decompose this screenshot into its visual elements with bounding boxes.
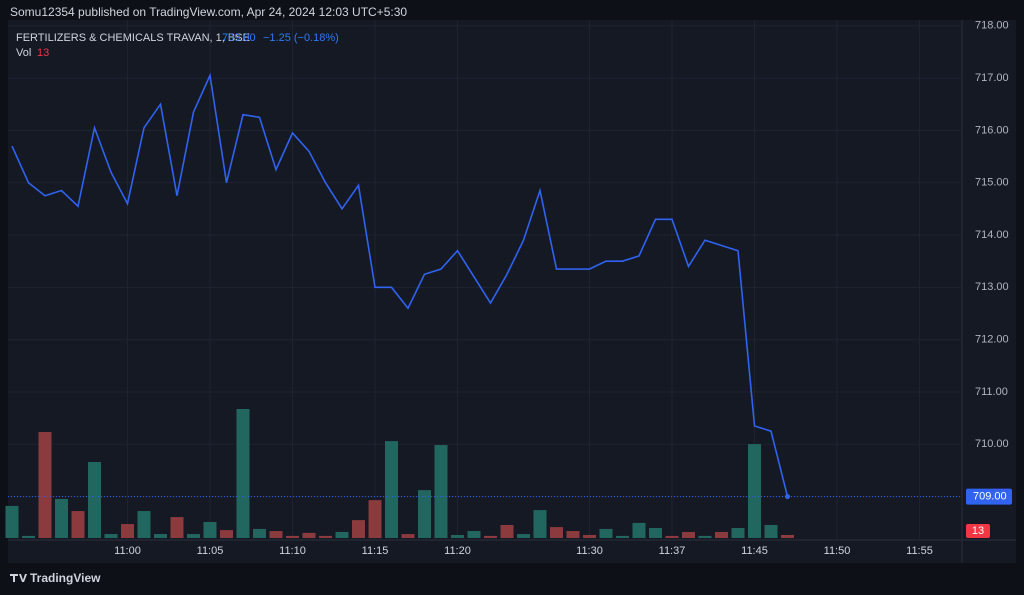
volume-bar xyxy=(335,531,349,538)
last-point xyxy=(785,494,790,500)
x-tick-label: 11:05 xyxy=(197,545,224,557)
volume-bar xyxy=(55,498,68,538)
y-tick-label: 715.00 xyxy=(975,177,1009,189)
volume-bar xyxy=(137,511,151,538)
volume-bar xyxy=(616,535,629,538)
x-tick-label: 11:37 xyxy=(659,545,686,557)
y-tick-label: 717.00 xyxy=(975,72,1009,84)
volume-bar xyxy=(731,528,745,538)
volume-bar xyxy=(599,528,613,538)
volume-bar xyxy=(203,521,217,538)
y-tick-label: 718.00 xyxy=(975,20,1009,32)
volume-bar xyxy=(352,520,365,538)
x-tick-label: 11:10 xyxy=(279,545,306,557)
volume-bar xyxy=(748,444,761,538)
volume-bar xyxy=(385,441,398,538)
volume-bar xyxy=(302,532,316,538)
x-tick-label: 11:20 xyxy=(444,545,471,557)
volume-bar xyxy=(22,535,35,538)
x-tick-label: 11:15 xyxy=(362,545,389,557)
x-tick-label: 11:55 xyxy=(906,545,933,557)
x-tick-label: 11:45 xyxy=(741,545,768,557)
y-tick-label: 711.00 xyxy=(975,386,1008,398)
volume-bar xyxy=(154,534,167,538)
volume-bar xyxy=(104,534,118,538)
volume-bar xyxy=(467,531,481,538)
symbol: FERTILIZERS & CHEMICALS TRAVAN, 1, BSE xyxy=(16,32,250,44)
y-tick-label: 712.00 xyxy=(975,334,1009,346)
volume-bar xyxy=(764,524,778,538)
legend: FERTILIZERS & CHEMICALS TRAVAN, 1, BSE 7… xyxy=(16,32,339,59)
volume-bar xyxy=(286,535,299,538)
volume-bar xyxy=(682,531,695,538)
price-line xyxy=(11,72,789,497)
volume-bar xyxy=(38,432,52,538)
x-tick-label: 11:30 xyxy=(576,545,603,557)
volume-bar xyxy=(698,535,712,538)
volume-bar xyxy=(71,511,85,538)
y-tick-label: 714.00 xyxy=(975,229,1009,241)
brand: TradingView xyxy=(30,571,101,585)
volume-bar xyxy=(368,500,382,538)
volume-bar xyxy=(170,517,184,538)
panel xyxy=(8,20,1016,563)
volume-bar xyxy=(632,522,646,538)
volume-axis-label: 13 xyxy=(972,525,984,537)
x-tick-label: 11:50 xyxy=(824,545,851,557)
volume-bar xyxy=(319,535,332,538)
volume-bar xyxy=(253,528,266,538)
change: −1.25 (−0.18%) xyxy=(263,32,339,44)
y-tick-label: 713.00 xyxy=(975,281,1009,293)
volume-bar xyxy=(88,461,101,538)
volume-bar xyxy=(550,527,563,538)
volume-bar xyxy=(434,445,448,538)
volume-bar xyxy=(517,534,530,538)
volume-value: 13 xyxy=(37,47,49,59)
volume-bar xyxy=(781,534,794,538)
volume-bar xyxy=(484,535,497,538)
last-price-axis-label: 709.00 xyxy=(973,490,1007,502)
y-tick-label: 716.00 xyxy=(975,124,1009,136)
volume-bar xyxy=(187,534,200,538)
volume-bar xyxy=(533,510,547,538)
volume-bar xyxy=(500,524,514,538)
volume-bar xyxy=(665,535,679,538)
grid xyxy=(8,20,962,540)
volume-bar xyxy=(121,524,134,538)
volume-bar xyxy=(583,534,596,538)
volume-bar xyxy=(401,534,415,538)
brand-logo xyxy=(10,574,27,582)
volume-bar xyxy=(5,505,19,538)
volume-bar xyxy=(269,531,283,538)
price xyxy=(8,72,962,500)
volume-bar xyxy=(451,534,464,538)
y-tick-label: 710.00 xyxy=(975,438,1009,450)
volume-bar xyxy=(220,530,233,538)
volume xyxy=(5,409,794,538)
volume-box xyxy=(966,524,990,538)
volume-bar xyxy=(236,409,250,538)
last-price-box xyxy=(966,488,1012,505)
x-tick-label: 11:00 xyxy=(114,545,141,557)
axes: 709.00 710.00 711.00 712.00 713.00 714.00 715.… xyxy=(114,20,1012,557)
volume-bar xyxy=(418,490,431,538)
volume-label: Vol xyxy=(16,47,31,59)
last-price: 709.00 xyxy=(222,32,256,44)
volume-bar xyxy=(715,531,728,538)
volume-bar xyxy=(649,528,662,538)
attribution: Somu12354 published on TradingView.com, … xyxy=(10,5,407,19)
volume-bar xyxy=(566,531,580,538)
